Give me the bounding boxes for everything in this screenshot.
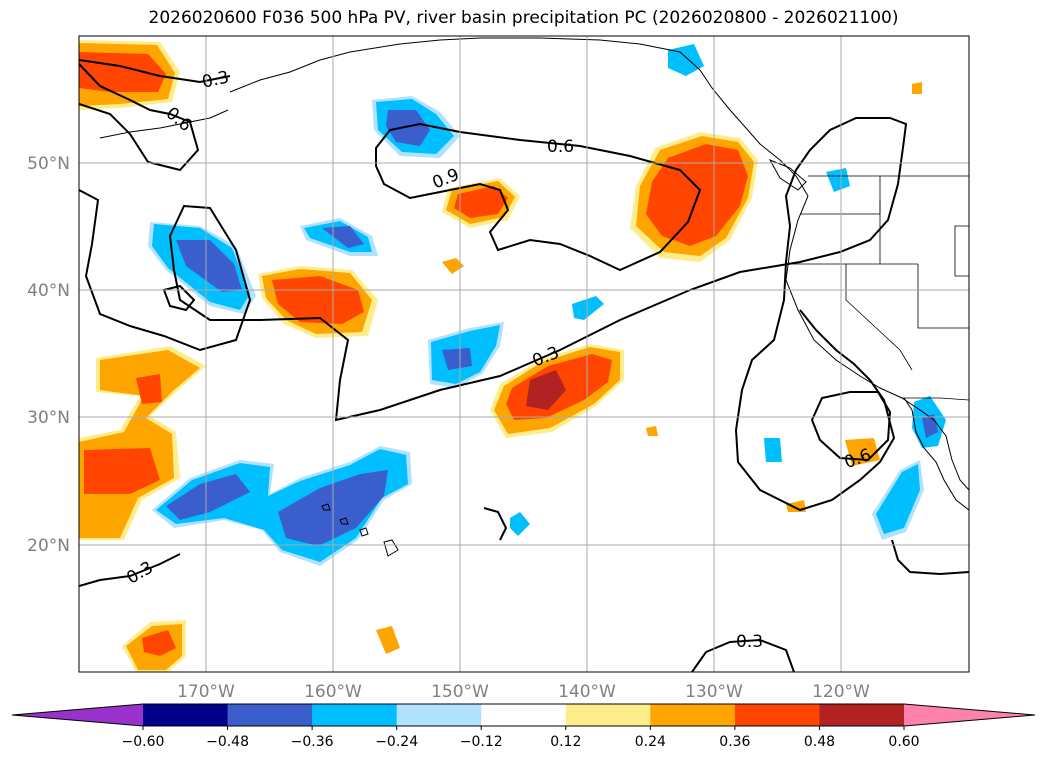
colorbar-tick-label: 0.48 (804, 734, 835, 750)
coastline-vancouver (768, 159, 807, 191)
colorbar-segment (143, 704, 229, 726)
map-background (79, 36, 969, 672)
lat-tick-label: 50°N (27, 154, 70, 174)
precip-blob (826, 168, 850, 192)
pv-contour (483, 507, 508, 541)
colorbar-extend-max (904, 704, 1035, 726)
precip-blob (84, 448, 160, 494)
map-content (79, 36, 969, 672)
colorbar-tick-label: 0.24 (635, 734, 666, 750)
colorbar-segment (734, 704, 820, 726)
precip-blob (376, 626, 400, 654)
precip-blob (646, 426, 658, 436)
coastline-aleutians (99, 109, 229, 139)
pv-contour (79, 117, 908, 512)
lon-tick-label: 170°W (177, 682, 235, 702)
pv-contour (810, 391, 892, 462)
colorbar-segment (481, 704, 567, 726)
lon-tick-label: 140°W (558, 682, 616, 702)
pv-contour (162, 284, 196, 312)
political-borders (792, 175, 969, 401)
precip-blob (764, 438, 782, 462)
precip-blob (510, 512, 530, 536)
precip-blob (572, 296, 604, 320)
border-us-mexico (902, 397, 969, 401)
graticule (79, 36, 969, 672)
colorbar-tick-label: 0.36 (719, 734, 750, 750)
precip-blob (272, 276, 364, 324)
precip-blob (668, 44, 704, 76)
precip-blob (454, 186, 508, 218)
precip-blob (876, 464, 920, 534)
coastline-hawaii (321, 503, 399, 557)
map-title: 2026020600 F036 500 hPa PV, river basin … (148, 8, 899, 28)
lat-tick-label: 40°N (27, 281, 70, 301)
border-ut (954, 225, 969, 277)
coastline-mainland-mexico (933, 419, 969, 491)
colorbar-tick-label: −0.12 (460, 734, 503, 750)
contour-label: 0.6 (547, 137, 574, 157)
precip-blob (79, 52, 166, 92)
lon-tick-label: 120°W (812, 682, 870, 702)
precip-blob (442, 258, 464, 274)
lon-tick-label: 160°W (304, 682, 362, 702)
lat-tick-label: 30°N (27, 408, 70, 428)
precip-blob (142, 630, 176, 656)
border-nv (917, 264, 969, 329)
pv-contour (691, 638, 795, 672)
colorbar-tick-label: −0.48 (206, 734, 249, 750)
latitude-labels: 50°N 40°N 30°N 20°N (27, 154, 70, 556)
lon-tick-label: 130°W (685, 682, 743, 702)
precip-blob (646, 144, 748, 246)
colorbar-segment (819, 704, 905, 726)
coastlines (99, 37, 969, 557)
precip-blob (166, 474, 250, 520)
colorbar-extend-min (12, 704, 143, 726)
colorbar-tick-label: −0.24 (375, 734, 418, 750)
pv-contour (79, 63, 200, 172)
precip-blob (442, 348, 472, 370)
precip-blob (176, 240, 242, 292)
negative-precip-areas (148, 44, 946, 566)
colorbar-segment (396, 704, 482, 726)
colorbar-tick-label: 0.60 (888, 734, 919, 750)
pv-contour (79, 59, 231, 84)
colorbar: −0.60 −0.48 −0.36 −0.24 −0.12 0.12 0.24 0.36 0.4… (11, 703, 1036, 750)
coastline-alaska (229, 37, 809, 197)
pv-contours (79, 59, 969, 672)
precip-blob (912, 82, 922, 94)
longitude-labels: 170°W 160°W 150°W 140°W 130°W 120°W (177, 682, 870, 702)
colorbar-segment (227, 704, 313, 726)
colorbar-tick-label: −0.36 (291, 734, 334, 750)
colorbar-segment (565, 704, 651, 726)
lon-tick-label: 150°W (431, 682, 489, 702)
contour-label: 0.3 (736, 632, 763, 652)
lat-tick-label: 20°N (27, 536, 70, 556)
precip-blob (526, 370, 566, 410)
coastline-baja (903, 397, 969, 511)
colorbar-tick-label: 0.12 (550, 734, 581, 750)
precip-blob (386, 110, 430, 146)
map-frame (78, 35, 970, 673)
pv-contour (79, 553, 181, 587)
precip-blob (136, 374, 162, 404)
colorbar-tick-label: −0.60 (122, 734, 165, 750)
precip-blob (156, 449, 408, 562)
colorbar-segment (650, 704, 736, 726)
pv-contour (891, 539, 969, 576)
pv-contour (375, 122, 702, 272)
colorbar-segment (312, 704, 398, 726)
border-ca-nv (845, 264, 913, 371)
